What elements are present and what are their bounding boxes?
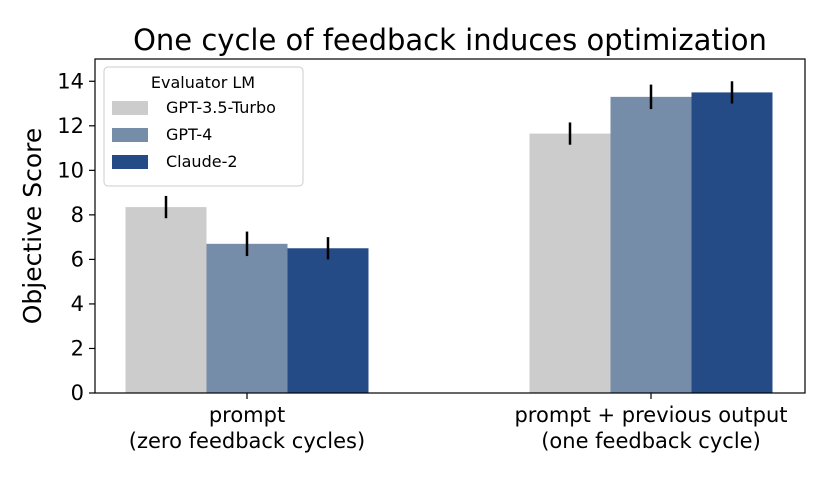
legend-items: GPT-3.5-Turbo GPT-4 Claude-2 — [112, 98, 276, 171]
x-tick-label: (one feedback cycle) — [541, 429, 761, 453]
legend-swatch — [112, 101, 148, 115]
y-tick-label: 14 — [57, 69, 84, 93]
x-axis: prompt(zero feedback cycles) prompt + pre… — [129, 393, 788, 453]
error-bars-layer — [164, 81, 734, 260]
legend-title: Evaluator LM — [151, 73, 255, 92]
bar-gpt-3-5-turbo-group-1 — [125, 207, 207, 393]
x-tick-label: prompt + previous output — [514, 403, 787, 427]
bar-claude-2-group-1 — [287, 248, 369, 393]
y-tick-label: 4 — [71, 292, 84, 316]
bar-claude-2-group-2 — [691, 92, 773, 394]
legend-label: GPT-3.5-Turbo — [166, 98, 276, 117]
y-tick-label: 10 — [57, 158, 84, 182]
legend-swatch — [112, 155, 148, 169]
legend-label: GPT-4 — [166, 125, 212, 144]
plot-frame — [94, 58, 806, 394]
x-tick-label: (zero feedback cycles) — [129, 429, 365, 453]
chart-title: One cycle of feedback induces optimizati… — [133, 23, 767, 57]
y-tick-label: 2 — [71, 336, 84, 360]
legend-swatch — [112, 128, 148, 142]
bars-layer — [125, 92, 773, 394]
y-axis: 0 2 4 6 8 10 12 14 — [57, 69, 95, 405]
bar-gpt-3-5-turbo-group-2 — [529, 133, 611, 394]
legend-box — [103, 66, 304, 187]
y-tick-label: 8 — [71, 203, 84, 227]
y-tick-label: 6 — [71, 247, 84, 271]
legend: Evaluator LM GPT-3.5-Turbo GPT-4 Claude-2 — [103, 66, 304, 187]
x-tick-label: prompt — [209, 403, 285, 427]
bar-gpt-4-group-2 — [610, 96, 692, 393]
y-axis-label: Objective Score — [18, 128, 47, 325]
bar-gpt-4-group-1 — [206, 243, 288, 393]
y-tick-label: 12 — [57, 114, 84, 138]
legend-label: Claude-2 — [166, 152, 238, 171]
y-tick-label: 0 — [71, 381, 84, 405]
